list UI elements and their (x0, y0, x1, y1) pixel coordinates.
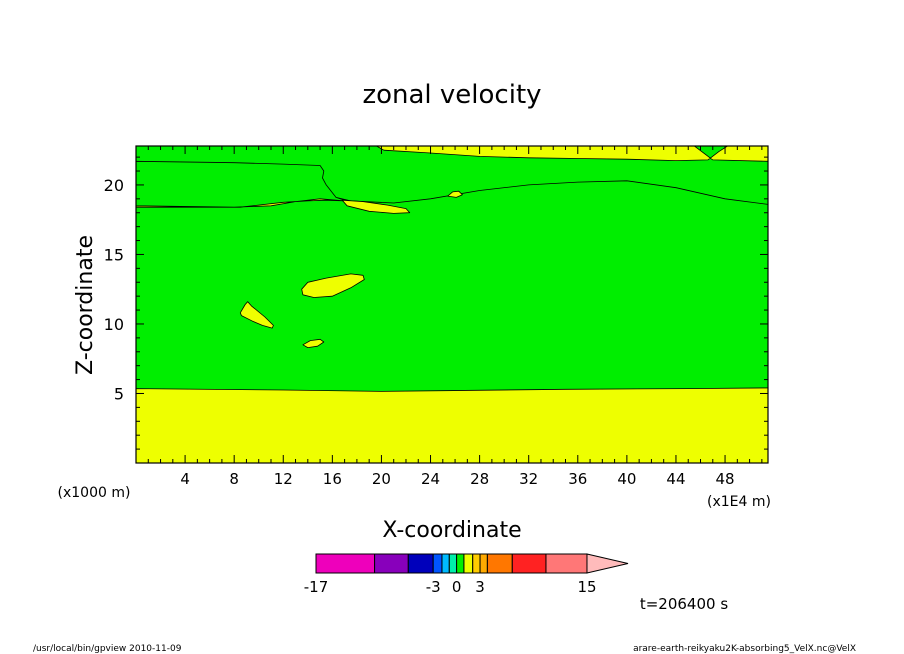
colorbar-arrow (586, 553, 629, 574)
time-label: t=206400 s (640, 595, 728, 613)
colorbar-label-0: -17 (304, 578, 329, 596)
colorbar-label-2: 0 (452, 578, 462, 596)
colorbar-segment-1 (374, 553, 409, 574)
colorbar-segment-0 (315, 553, 376, 574)
colorbar-segment-11 (511, 553, 547, 574)
contour-region-0 (136, 387, 768, 463)
colorbar-segment-2 (407, 553, 434, 574)
contour-region-4 (301, 273, 365, 298)
y-tick-label-15: 15 (104, 245, 124, 264)
x-tick-label-12: 12 (274, 470, 293, 488)
x-axis-label: X-coordinate (382, 518, 521, 543)
colorbar-segment-8 (472, 553, 481, 574)
colorbar-label-1: -3 (426, 578, 441, 596)
colorbar-segment-12 (545, 553, 588, 574)
contour-region-1 (136, 146, 768, 208)
footer-right: arare-earth-reikyaku2K-absorbing5_VelX.n… (633, 644, 856, 654)
colorbar-segment-7 (463, 553, 474, 574)
colorbar-segment-5 (448, 553, 458, 574)
y-tick-label-10: 10 (104, 315, 124, 334)
x-tick-label-36: 36 (568, 470, 587, 488)
x-tick-label-44: 44 (666, 470, 685, 488)
contour-region-3 (447, 190, 463, 198)
x-tick-label-48: 48 (716, 470, 735, 488)
x-tick-label-4: 4 (180, 470, 190, 488)
colorbar-label-4: 15 (577, 578, 596, 596)
chart-title: zonal velocity (362, 80, 541, 110)
y-tick-label-5: 5 (114, 384, 124, 403)
colorbar-segment-10 (486, 553, 513, 574)
colorbar-segment-4 (441, 553, 450, 574)
contour-region-5 (239, 301, 274, 329)
colorbar: -17 -3 0 3 15 (304, 553, 629, 596)
colorbar-label-3: 3 (475, 578, 485, 596)
footer-left: /usr/local/bin/gpview 2010-11-09 (33, 644, 182, 654)
plot-frame (135, 145, 769, 464)
x-tick-label-20: 20 (372, 470, 391, 488)
contour-region-2 (341, 199, 411, 214)
x-axis-ticks: 4 8 12 16 20 24 28 32 36 40 44 48 (135, 146, 763, 488)
contour-region-6 (302, 338, 325, 349)
x-tick-label-28: 28 (470, 470, 489, 488)
x-tick-label-40: 40 (617, 470, 636, 488)
y-scale-note: (x1000 m) (58, 485, 131, 501)
x-tick-label-8: 8 (229, 470, 239, 488)
x-scale-note: (x1E4 m) (707, 494, 771, 510)
x-tick-label-16: 16 (323, 470, 342, 488)
colorbar-segment-9 (479, 553, 488, 574)
colorbar-segment-3 (432, 553, 443, 574)
y-axis-label: Z-coordinate (73, 235, 98, 375)
colorbar-segment-6 (456, 553, 465, 574)
y-tick-label-20: 20 (104, 176, 124, 195)
contour-regions (136, 146, 768, 463)
x-tick-label-24: 24 (421, 470, 440, 488)
y-axis-ticks: 5 10 15 20 (104, 156, 768, 450)
x-tick-label-32: 32 (519, 470, 538, 488)
